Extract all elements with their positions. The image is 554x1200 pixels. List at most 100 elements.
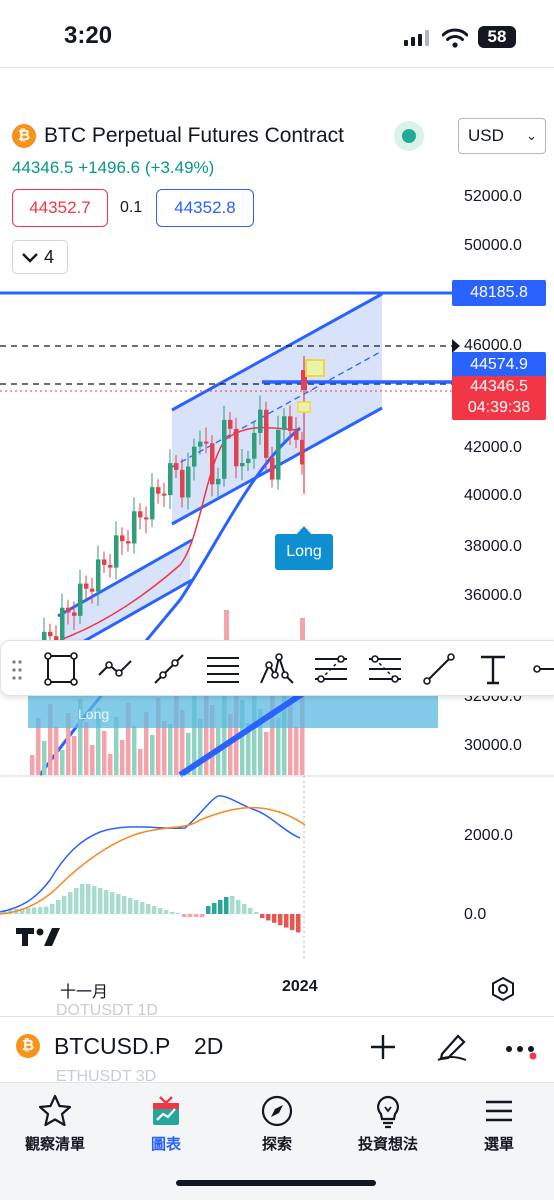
macd-bar [104, 890, 109, 914]
candle [282, 416, 287, 430]
trend-line-tool-icon[interactable] [151, 651, 187, 687]
drawing-toolbar [0, 640, 554, 696]
price-axis-label: 40000.0 [464, 487, 522, 504]
fib-extension-tool-icon[interactable] [367, 651, 403, 687]
volume-bar [102, 731, 107, 775]
status-dot-icon [402, 129, 416, 143]
sell-button[interactable]: 44352.7 [12, 189, 108, 227]
currency-value: USD [468, 126, 504, 145]
macd-line [0, 795, 301, 913]
volume-bar [222, 691, 227, 775]
horizontal-lines-tool-icon[interactable] [205, 651, 241, 687]
symbol-title[interactable]: BTC Perpetual Futures Contract [44, 124, 344, 147]
horizontal-ray-tool-icon[interactable] [527, 651, 554, 687]
nav-ideas[interactable]: 投資想法 [338, 1093, 438, 1154]
candle [48, 631, 53, 637]
price-axis-label: 46000.0 [464, 337, 522, 354]
stop-marker [297, 401, 311, 413]
drawing-pen-icon[interactable] [436, 1030, 470, 1062]
macd-bar [164, 910, 169, 914]
symbol-name[interactable]: BTCUSD.P [54, 1033, 171, 1059]
price-arrow-46000 [452, 339, 460, 353]
chevron-down-icon [22, 253, 38, 263]
nav-chart[interactable]: 圖表 [116, 1093, 216, 1154]
macd-bar [278, 914, 283, 926]
last-price-tag: 44346.5 04:39:38 [452, 376, 546, 420]
candle [72, 612, 77, 616]
volume-bar [300, 690, 305, 775]
volume-bar [126, 703, 131, 775]
long-position-label[interactable]: Long [275, 534, 333, 570]
long-position-box [28, 696, 438, 728]
candle [294, 430, 299, 440]
buy-button[interactable]: 44352.8 [156, 189, 254, 227]
last-price-tag-value: 44346.5 [470, 378, 528, 395]
market-open-indicator [394, 121, 424, 151]
currency-select[interactable]: USD ⌄ [458, 118, 546, 154]
candle [186, 466, 191, 498]
macd-bar [92, 886, 97, 914]
macd-histogram [2, 884, 301, 933]
candle [150, 487, 155, 520]
rectangle-tool-icon[interactable] [43, 651, 79, 687]
indicator-count: 4 [44, 247, 55, 267]
price-change: +1496.6 [78, 158, 141, 177]
pattern-tool-icon[interactable] [259, 651, 295, 687]
macd-bar [176, 913, 181, 914]
candle [54, 636, 59, 640]
cellular-signal-icon [404, 30, 432, 46]
nav-label: 投資想法 [357, 1136, 418, 1153]
symbol-bar [0, 1016, 554, 1080]
volume-bar [96, 708, 101, 775]
macd-bar [68, 892, 73, 914]
watchlist-ghost-item: ETHUSDT 3D [56, 1068, 157, 1085]
candle [168, 463, 173, 496]
macd-bar [230, 896, 235, 914]
macd-bar [284, 914, 289, 928]
star-icon [38, 1094, 72, 1127]
volume-bar [288, 704, 293, 775]
divider [0, 67, 554, 68]
nav-menu[interactable]: 選單 [449, 1093, 549, 1154]
candle [300, 439, 305, 465]
volume-bar [36, 718, 41, 775]
long-tag-arrow-icon [296, 526, 312, 535]
fib-retracement-tool-icon[interactable] [313, 651, 349, 687]
candle [234, 428, 239, 467]
macd-bar [260, 914, 265, 918]
candle [120, 535, 125, 542]
add-icon[interactable] [368, 1032, 398, 1062]
macd-bar [158, 908, 163, 914]
battery-level: 58 [487, 27, 507, 46]
volume-bar [252, 686, 257, 775]
macd-bar [242, 904, 247, 914]
drag-handle-icon[interactable] [11, 659, 23, 681]
text-tool-icon[interactable] [475, 651, 511, 687]
indicators-toggle[interactable]: 4 [12, 240, 68, 274]
candle [174, 463, 179, 470]
volume-bar [120, 740, 125, 775]
candle [258, 409, 263, 433]
nav-watchlist[interactable]: 觀察清單 [5, 1093, 105, 1154]
volume-bar [224, 610, 229, 665]
more-icon[interactable] [504, 1038, 538, 1060]
volume-bar [264, 732, 269, 775]
candle [276, 429, 281, 480]
chart-settings-icon[interactable] [490, 976, 516, 1002]
nav-explore[interactable]: 探索 [227, 1093, 327, 1154]
candle [301, 370, 307, 390]
macd-bar [146, 904, 151, 914]
volume-bar [42, 741, 47, 775]
path-tool-icon[interactable] [97, 651, 133, 687]
macd-bar [206, 906, 211, 914]
candle [222, 419, 227, 479]
interval-button[interactable]: 2D [194, 1033, 224, 1059]
volume-bar [72, 736, 77, 775]
volume-bar [204, 682, 209, 775]
line-tool-icon[interactable] [421, 651, 457, 687]
macd-bar [212, 903, 217, 914]
time-axis-label: 2024 [282, 978, 318, 995]
price-chart[interactable] [0, 0, 554, 1010]
volume-bar [54, 727, 59, 775]
price-change-pct: (+3.49%) [144, 158, 215, 177]
